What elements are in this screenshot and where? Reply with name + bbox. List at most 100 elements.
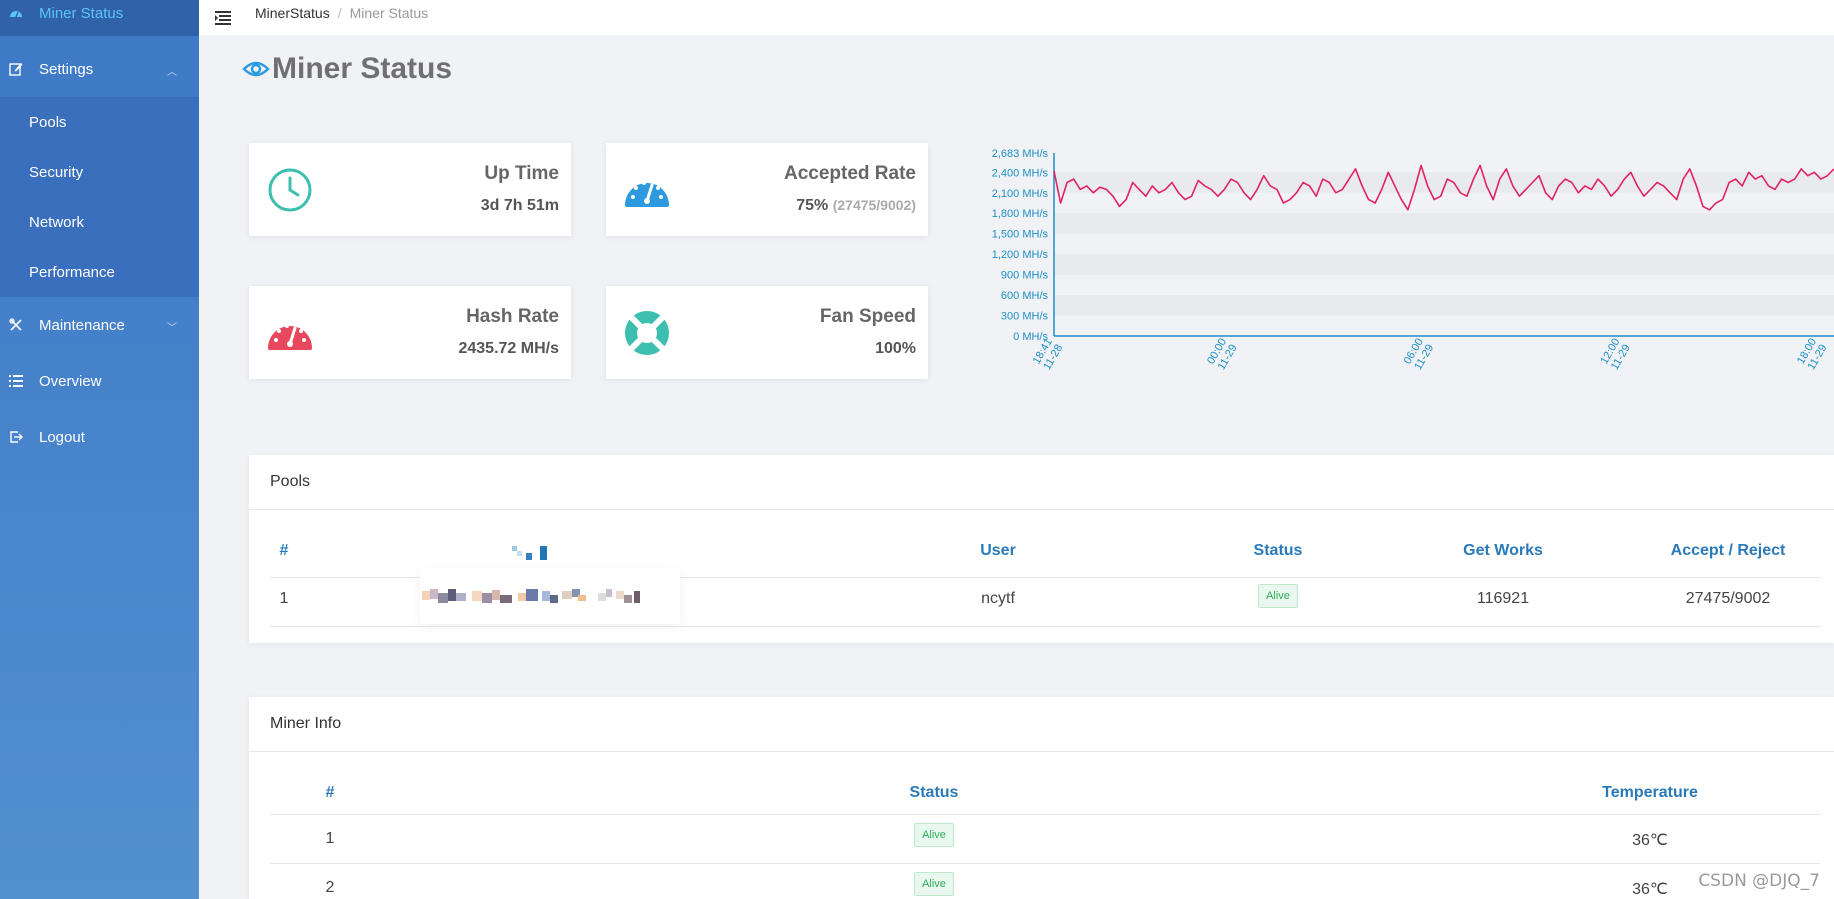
y-tick-label: 1,200 MH/s — [992, 249, 1049, 261]
tools-icon — [8, 317, 24, 333]
sidebar-item-maintenance[interactable]: Maintenance ﹀ — [0, 302, 199, 348]
pool-index: 1 — [279, 590, 289, 607]
accepted-rate-percent: 75% — [796, 197, 829, 214]
y-tick-label: 900 MH/s — [1001, 270, 1049, 282]
speedometer-icon — [268, 324, 312, 350]
dashboard-icon — [8, 5, 24, 21]
redacted-icon — [422, 589, 640, 603]
edit-icon — [8, 61, 24, 77]
sidebar-item-logout[interactable]: Logout — [0, 414, 199, 460]
divider — [270, 577, 1820, 578]
y-tick-label: 1,500 MH/s — [992, 229, 1049, 241]
divider — [270, 863, 1820, 864]
sidebar-item-pools[interactable]: Pools — [29, 113, 67, 131]
breadcrumb-home[interactable]: MinerStatus — [255, 4, 330, 21]
accepted-rate-detail: (27475/9002) — [832, 197, 916, 213]
status-badge: Alive — [914, 823, 954, 847]
col-header-get-works: Get Works — [1463, 542, 1543, 559]
y-tick-label: 2,100 MH/s — [992, 188, 1049, 200]
top-header: MinerStatus / Miner Status — [199, 0, 1834, 35]
y-tick-label: 0 MH/s — [1013, 331, 1048, 343]
miner-index: 1 — [325, 830, 335, 847]
col-header-status: Status — [1253, 542, 1303, 559]
uptime-card: Up Time 3d 7h 51m — [249, 143, 571, 236]
sidebar-item-label: Settings — [39, 60, 94, 78]
pool-user: ncytf — [981, 590, 1015, 607]
grid-band — [1054, 254, 1834, 275]
y-tick-label: 2,400 MH/s — [992, 167, 1049, 179]
sidebar-item-performance[interactable]: Performance — [29, 263, 115, 281]
miner-index: 2 — [325, 879, 335, 896]
uptime-value: 3d 7h 51m — [480, 197, 559, 214]
hash-rate-value: 2435.72 MH/s — [458, 340, 559, 357]
chart-plot — [1053, 164, 1834, 211]
fan-speed-label: Fan Speed — [819, 306, 916, 327]
hashrate-chart: 2,683 MH/s 2,400 MH/s 2,100 MH/s 1,800 MH/s… — [992, 148, 1834, 373]
miner-temperature: 36℃ — [1632, 881, 1668, 898]
y-tick-label: 2,683 MH/s — [992, 148, 1049, 160]
speedometer-icon — [625, 181, 669, 207]
sidebar-item-label: Maintenance — [39, 316, 125, 334]
col-header-url — [512, 546, 550, 565]
chart-y-ticks: 2,683 MH/s 2,400 MH/s 2,100 MH/s 1,800 MH/s… — [992, 148, 1049, 343]
col-header-accept-reject: Accept / Reject — [1670, 542, 1786, 559]
sidebar: Miner Status Settings ︿ Pools Security N… — [0, 0, 199, 899]
status-badge: Alive — [914, 872, 954, 896]
sidebar-item-label: Logout — [39, 428, 85, 446]
menu-toggle-icon[interactable] — [215, 10, 233, 25]
pools-table: # User Status Get Works Accept / Reject … — [270, 510, 1820, 630]
pool-accept-reject: 27475/9002 — [1685, 590, 1771, 607]
col-header-temperature: Temperature — [1602, 784, 1698, 801]
watermark: CSDN @DJQ_7 — [1698, 871, 1820, 891]
miner-info-panel-title: Miner Info — [249, 697, 1834, 752]
breadcrumb-separator: / — [337, 4, 342, 21]
logout-icon — [8, 429, 24, 445]
miner-info-panel: Miner Info # Status Temperature 1 Alive … — [249, 697, 1834, 899]
divider — [270, 626, 1820, 627]
sidebar-item-label: Overview — [39, 372, 102, 390]
page-title-text: Miner Status — [272, 52, 453, 85]
hash-rate-card: Hash Rate 2435.72 MH/s — [249, 286, 571, 379]
hash-rate-label: Hash Rate — [466, 306, 559, 327]
settings-submenu: Pools Security Network Performance — [0, 97, 199, 297]
pool-get-works: 116921 — [1476, 590, 1530, 607]
sidebar-item-miner-status[interactable]: Miner Status — [0, 0, 199, 36]
y-tick-label: 1,800 MH/s — [992, 208, 1049, 220]
miner-info-table: # Status Temperature 1 Alive 36℃ 2 Alive… — [270, 752, 1820, 899]
fan-speed-value: 100% — [875, 340, 916, 357]
pools-panel: Pools # User Status Get Works Accept / R… — [249, 455, 1834, 643]
col-header-status: Status — [909, 784, 959, 801]
hashrate-series-line — [1053, 164, 1834, 211]
accepted-rate-card: Accepted Rate 75% (27475/9002) — [606, 143, 928, 236]
breadcrumb: MinerStatus / Miner Status — [255, 5, 428, 21]
sidebar-item-security[interactable]: Security — [29, 163, 84, 181]
clock-icon — [268, 168, 312, 212]
grid-band — [1054, 213, 1834, 234]
chart-grid — [1054, 172, 1834, 316]
sidebar-item-overview[interactable]: Overview — [0, 358, 199, 404]
chevron-up-icon: ︿ — [167, 67, 177, 78]
miner-temperature: 36℃ — [1632, 832, 1668, 849]
sidebar-item-network[interactable]: Network — [29, 213, 85, 231]
lifebuoy-icon — [625, 311, 669, 355]
breadcrumb-current: Miner Status — [349, 4, 429, 21]
col-header-index: # — [279, 542, 289, 559]
sidebar-item-settings[interactable]: Settings ︿ — [0, 46, 199, 92]
grid-band — [1054, 295, 1834, 316]
y-tick-label: 600 MH/s — [1001, 290, 1049, 302]
divider — [270, 814, 1820, 815]
list-icon — [8, 373, 24, 389]
accepted-rate-value: 75% (27475/9002) — [796, 197, 916, 215]
page-title: Miner Status — [242, 52, 452, 86]
fan-speed-card: Fan Speed 100% — [606, 286, 928, 379]
redacted-icon — [512, 546, 547, 560]
col-header-index: # — [325, 784, 335, 801]
status-badge: Alive — [1258, 584, 1298, 608]
chevron-down-icon: ﹀ — [167, 323, 177, 334]
uptime-label: Up Time — [484, 163, 559, 184]
